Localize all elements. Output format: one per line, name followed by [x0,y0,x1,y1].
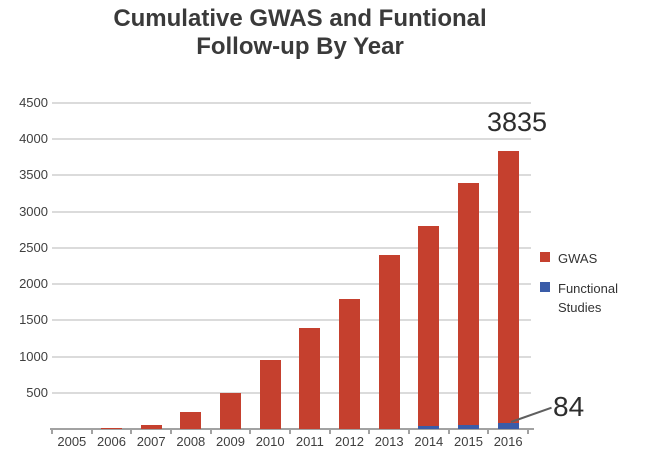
gridline-500 [52,391,531,394]
legend-label-functional: Functional Studies [558,281,618,315]
bar-functional-2015 [458,425,479,429]
x-tick-label-2005: 2005 [57,434,87,449]
gridline-2500 [52,246,531,249]
gridline-4000 [52,138,531,141]
bar-gwas-2016 [497,151,519,429]
x-tick-label-2010: 2010 [255,434,285,449]
functional-swatch-icon [540,282,550,292]
bar-gwas-2008 [180,411,202,429]
y-tick-label-3500: 3500 [19,167,48,183]
chart-title: Cumulative GWAS and Funtional Follow-up … [0,5,600,61]
gridline-1500 [52,319,531,322]
x-tick-label-2006: 2006 [97,434,126,449]
gridline-2000 [52,283,531,286]
x-tick [51,428,53,434]
bar-gwas-2006 [101,428,122,429]
gwas-swatch-icon [540,252,550,262]
y-tick-label-1500: 1500 [19,312,48,328]
x-tick [130,428,133,434]
gridline-4500 [52,102,531,104]
y-tick-label-3000: 3000 [19,203,48,219]
x-tick [328,428,331,434]
y-tick-label-2500: 2500 [19,239,48,255]
x-tick-label-2013: 2013 [374,434,404,449]
bar-gwas-2011 [299,327,321,429]
x-tick [408,428,410,434]
legend: GWAS Functional Studies [540,249,640,328]
annotation-functional-total: 84 [553,391,585,422]
x-tick-label-2009: 2009 [216,434,245,449]
x-tick [289,428,291,434]
x-tick [487,428,490,434]
bar-gwas-2007 [140,425,162,429]
bar-gwas-2012 [339,298,360,429]
legend-label-gwas: GWAS [558,251,598,266]
bar-gwas-2015 [458,182,479,429]
x-tick-label-2007: 2007 [136,434,166,449]
legend-item-gwas: GWAS [540,249,640,268]
gridline-3500 [52,174,531,177]
y-tick-label-4000: 4000 [19,131,48,147]
x-tick [249,428,252,434]
bar-functional-2016 [497,422,519,429]
x-tick [209,428,212,434]
gridline-3000 [52,210,531,213]
bar-gwas-2009 [220,392,241,429]
x-tick-label-2015: 2015 [454,434,483,449]
bar-functional-2014 [418,426,440,429]
chart-title-line-1: Cumulative GWAS and Funtional [113,5,487,32]
x-tick-label-2014: 2014 [414,434,444,449]
y-tick-label-500: 500 [26,384,48,400]
bar-gwas-2013 [378,255,400,429]
legend-item-functional: Functional Studies [540,279,640,317]
annotation-gwas-total: 3835 [486,107,548,137]
x-tick-label-2012: 2012 [335,434,364,449]
x-tick [368,428,371,434]
y-tick-label-2000: 2000 [19,276,48,292]
x-tick [90,428,93,434]
x-tick-label-2016: 2016 [493,434,523,449]
x-tick-label-2008: 2008 [176,434,206,449]
x-tick [447,428,450,434]
bar-gwas-2010 [259,360,281,429]
x-tick-label-2011: 2011 [295,434,324,449]
chart-title-line-2: Follow-up By Year [196,33,404,60]
bar-gwas-2014 [418,226,440,429]
x-axis-line [50,428,534,430]
x-tick [170,428,172,434]
y-tick-label-4500: 4500 [19,95,48,110]
y-tick-label-1000: 1000 [19,348,48,364]
gridline-1000 [52,355,531,358]
x-tick [527,428,529,434]
